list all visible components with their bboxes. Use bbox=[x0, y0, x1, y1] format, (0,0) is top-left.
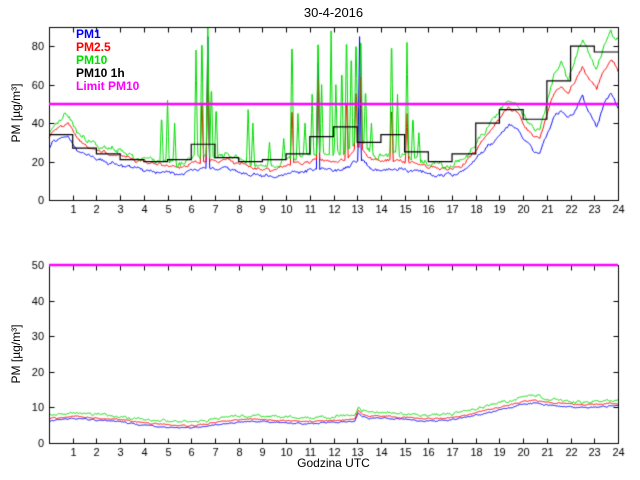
x-axis-label: Godzina UTC bbox=[297, 456, 370, 470]
legend-item-pm1: PM1 bbox=[76, 27, 101, 41]
chart-title: 30-4-2016 bbox=[303, 5, 364, 20]
top-y-axis-label: PM [µg/m³] bbox=[9, 83, 23, 143]
legend-item-limit-pm10: Limit PM10 bbox=[76, 79, 140, 93]
legend: PM1 PM2.5 PM10 PM10 1h Limit PM10 bbox=[76, 28, 139, 93]
legend-item-pm10: PM10 bbox=[76, 53, 108, 67]
bottom-y-axis-label: PM [µg/m³] bbox=[9, 324, 23, 384]
legend-item-pm25: PM2.5 bbox=[76, 40, 111, 54]
legend-item-pm10-1h: PM10 1h bbox=[76, 66, 125, 80]
